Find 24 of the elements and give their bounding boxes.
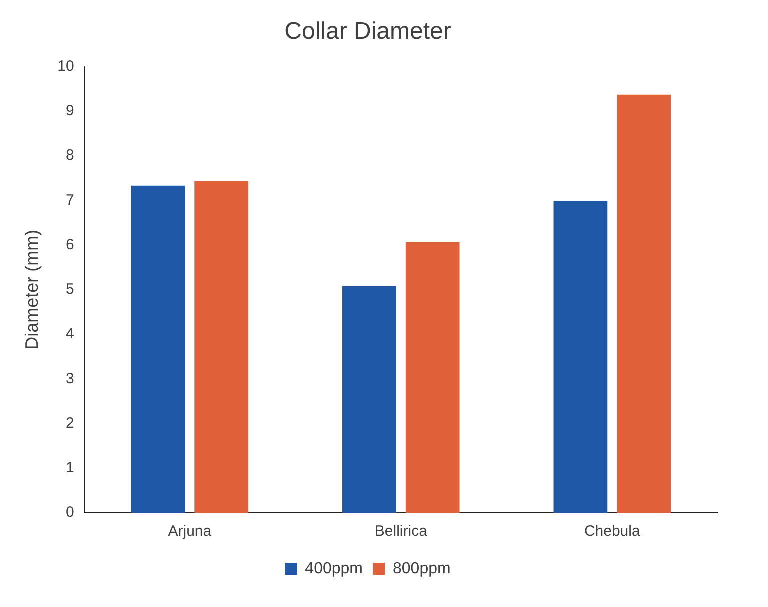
y-tick-label: 6 <box>66 236 74 254</box>
y-tick-label: 5 <box>66 281 74 298</box>
y-tick-label: 2 <box>66 414 74 432</box>
y-tick-label: 9 <box>66 102 74 120</box>
y-tick-label: 3 <box>66 370 74 388</box>
bar <box>554 201 608 513</box>
y-tick-label: 7 <box>66 192 74 209</box>
x-tick-label: Arjuna <box>168 523 212 540</box>
y-tick-label: 8 <box>66 147 74 164</box>
y-tick-label: 1 <box>66 460 74 477</box>
bar <box>131 186 186 513</box>
bar <box>406 242 460 513</box>
y-axis-title: Diameter (mm) <box>22 230 42 350</box>
x-tick-label: Chebula <box>584 523 641 540</box>
legend-label: 800ppm <box>393 560 451 578</box>
x-tick-label: Bellirica <box>374 523 428 540</box>
y-tick-label: 10 <box>58 58 74 75</box>
y-tick-label: 4 <box>66 326 74 343</box>
bar <box>342 286 396 513</box>
bar <box>617 94 671 513</box>
legend-label: 400ppm <box>305 560 364 578</box>
y-tick-label: 0 <box>66 504 74 522</box>
bar <box>194 181 249 513</box>
chart-title: Collar Diameter <box>284 18 452 46</box>
